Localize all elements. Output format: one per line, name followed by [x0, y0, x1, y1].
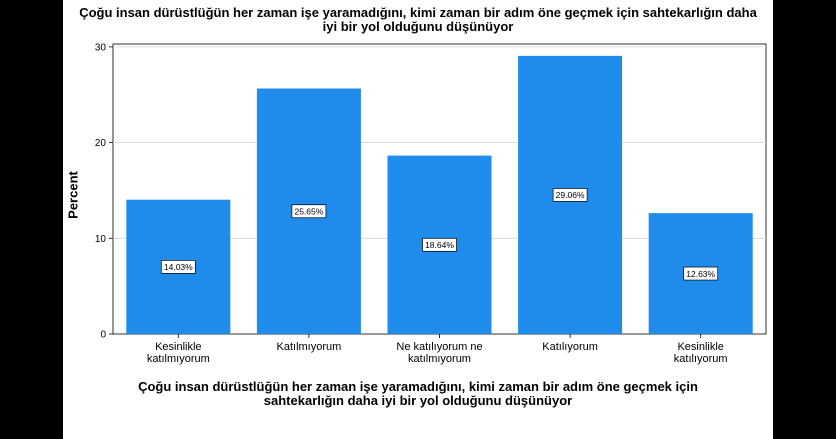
data-label-box — [291, 204, 327, 219]
x-tick-label: katılmıyorum — [408, 353, 471, 365]
x-tick-label: Katılmıyorum — [277, 341, 342, 353]
chart-plot: 010203014.03%Kesinliklekatılmıyorum25.65… — [95, 42, 767, 365]
chart-title-line-2: iyi bir yol olduğunu düşünüyor — [322, 19, 514, 34]
data-label: 29.06% — [556, 190, 585, 200]
x-tick-label: Kesinlikle — [677, 341, 723, 353]
chart-title-line-1: Çoğu insan dürüstlüğün her zaman işe yar… — [79, 5, 757, 20]
data-label-box — [683, 266, 719, 281]
data-label: 18.64% — [425, 240, 454, 250]
x-tick-label: Ne katılıyorum ne — [396, 341, 482, 353]
y-tick-label: 20 — [95, 138, 107, 149]
data-label-box — [422, 237, 457, 252]
y-tick-label: 10 — [95, 234, 107, 245]
data-label-box — [552, 188, 588, 202]
y-tick-label: 0 — [100, 330, 106, 341]
data-label: 12.63% — [686, 269, 715, 279]
x-tick-label: katılıyorum — [674, 353, 728, 365]
x-axis-label-line-2: sahtekarlığın daha iyi bir yol olduğunu … — [263, 393, 573, 408]
data-label: 14.03% — [164, 262, 193, 272]
x-tick-label: Katılıyorum — [542, 341, 598, 353]
chart-canvas: Çoğu insan dürüstlüğün her zaman işe yar… — [63, 0, 773, 439]
y-tick-label: 30 — [95, 42, 107, 53]
data-label-box — [160, 260, 196, 274]
x-tick-label: katılmıyorum — [147, 353, 210, 365]
x-tick-label: Kesinlikle — [155, 341, 201, 353]
data-label: 25.65% — [294, 207, 323, 217]
x-axis-label-line-1: Çoğu insan dürüstlüğün her zaman işe yar… — [138, 379, 698, 394]
